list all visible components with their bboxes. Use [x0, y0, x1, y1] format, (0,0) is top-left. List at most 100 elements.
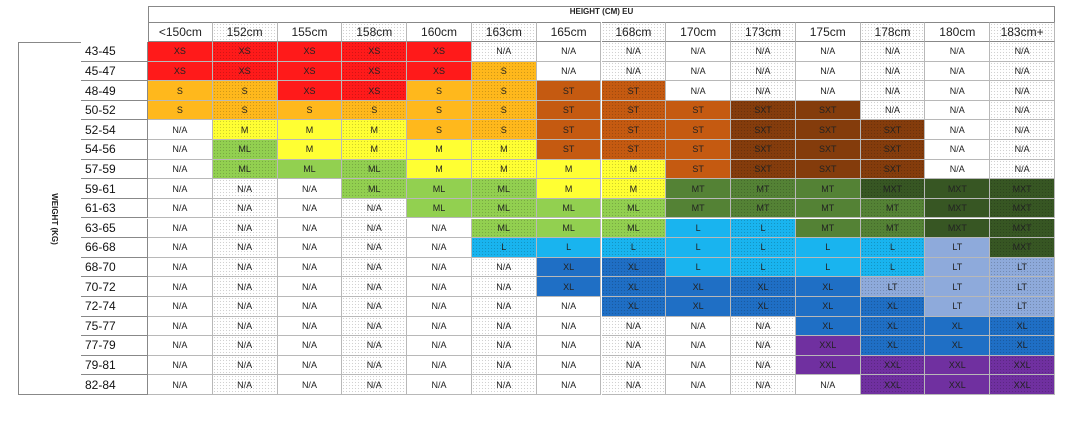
size-cell: S — [342, 100, 408, 121]
size-cell: XXL — [795, 336, 861, 356]
size-cell: N/A — [277, 316, 343, 337]
size-cell: N/A — [277, 277, 343, 297]
size-cell: N/A — [342, 316, 408, 337]
size-cell: MT — [795, 179, 861, 199]
size-cell: XL — [860, 296, 926, 317]
size-cell: SXT — [860, 159, 926, 180]
size-cell: N/A — [860, 100, 926, 121]
size-cell: XL — [990, 336, 1055, 356]
size-cell: MT — [666, 179, 732, 199]
size-cell: ST — [601, 100, 667, 121]
row-label: 75-77 — [81, 316, 148, 337]
size-cell: L — [860, 238, 926, 258]
size-cell: XS — [212, 42, 278, 62]
row-label: 70-72 — [81, 277, 148, 297]
size-cell: L — [731, 257, 796, 278]
size-cell: M — [212, 120, 278, 141]
size-cell: XXL — [925, 355, 991, 376]
size-cell: N/A — [536, 296, 602, 317]
size-cell: N/A — [731, 336, 796, 356]
size-cell: N/A — [731, 61, 796, 82]
row-label: 59-61 — [81, 179, 148, 199]
size-cell: XL — [731, 277, 796, 297]
size-cell: N/A — [471, 336, 537, 356]
size-cell: XL — [536, 277, 602, 297]
size-cell: N/A — [536, 61, 602, 82]
size-cell: M — [342, 140, 408, 160]
size-cell: XL — [795, 296, 861, 317]
size-cell: ML — [536, 198, 602, 219]
size-cell: N/A — [471, 257, 537, 278]
size-cell: M — [536, 159, 602, 180]
size-cell: ML — [212, 159, 278, 180]
size-cell: LT — [925, 257, 991, 278]
size-cell: XS — [342, 81, 408, 101]
column-header: 152cm — [212, 22, 278, 42]
size-cell: N/A — [277, 238, 343, 258]
size-cell: LT — [925, 238, 991, 258]
size-cell: XL — [795, 277, 861, 297]
size-cell: N/A — [990, 42, 1055, 62]
size-cell: XL — [860, 316, 926, 337]
size-cell: N/A — [148, 159, 213, 180]
size-cell: MXT — [925, 179, 991, 199]
size-cell: ML — [536, 218, 602, 239]
size-cell: N/A — [666, 316, 732, 337]
size-cell: N/A — [925, 140, 991, 160]
size-cell: ML — [407, 198, 472, 219]
column-header: 173cm — [731, 22, 796, 42]
size-cell: S — [277, 100, 343, 121]
size-cell: N/A — [212, 238, 278, 258]
size-cell: XXL — [795, 355, 861, 376]
size-cell: N/A — [860, 61, 926, 82]
size-cell: N/A — [277, 375, 343, 395]
size-cell: XL — [795, 316, 861, 337]
size-cell: S — [471, 81, 537, 101]
size-cell: N/A — [407, 238, 472, 258]
size-cell: N/A — [342, 375, 408, 395]
size-cell: MXT — [990, 218, 1055, 239]
size-cell: M — [601, 179, 667, 199]
size-cell: N/A — [536, 316, 602, 337]
size-cell: N/A — [407, 296, 472, 317]
row-label: 82-84 — [81, 375, 148, 395]
size-cell: SXT — [795, 140, 861, 160]
row-label: 77-79 — [81, 336, 148, 356]
size-cell: N/A — [601, 42, 667, 62]
size-cell: XS — [148, 42, 213, 62]
size-cell: MXT — [860, 179, 926, 199]
size-cell: N/A — [666, 375, 732, 395]
size-cell: MXT — [990, 179, 1055, 199]
size-cell: N/A — [407, 218, 472, 239]
size-cell: N/A — [795, 61, 861, 82]
size-cell: N/A — [536, 355, 602, 376]
size-cell: N/A — [471, 316, 537, 337]
size-cell: N/A — [925, 159, 991, 180]
size-cell: N/A — [471, 296, 537, 317]
size-cell: N/A — [342, 296, 408, 317]
size-cell: ST — [536, 81, 602, 101]
size-cell: MXT — [925, 218, 991, 239]
column-header: 160cm — [407, 22, 472, 42]
column-header: 155cm — [277, 22, 343, 42]
size-cell: N/A — [148, 140, 213, 160]
size-cell: N/A — [990, 61, 1055, 82]
size-cell: MT — [795, 218, 861, 239]
size-cell: XS — [277, 42, 343, 62]
size-cell: N/A — [212, 198, 278, 219]
size-cell: ST — [536, 140, 602, 160]
size-cell: N/A — [277, 296, 343, 317]
column-header: 183cm+ — [990, 22, 1055, 42]
size-cell: N/A — [666, 42, 732, 62]
size-cell: N/A — [666, 61, 732, 82]
size-cell: N/A — [277, 179, 343, 199]
size-cell: M — [471, 159, 537, 180]
size-cell: S — [407, 100, 472, 121]
size-cell: N/A — [925, 81, 991, 101]
size-cell: N/A — [277, 355, 343, 376]
row-label: 50-52 — [81, 100, 148, 121]
size-cell: ST — [666, 120, 732, 141]
size-cell: M — [407, 140, 472, 160]
size-cell: N/A — [148, 218, 213, 239]
